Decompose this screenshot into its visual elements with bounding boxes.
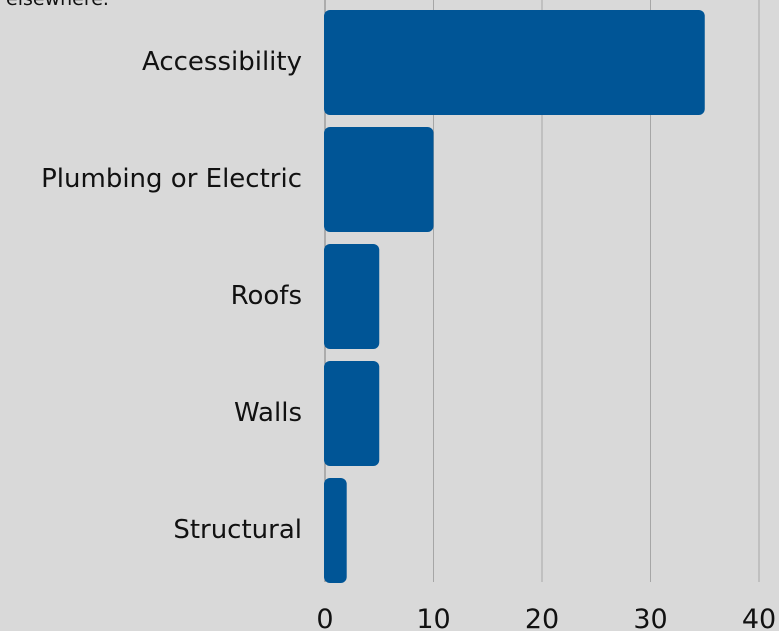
x-tick-label: 0 xyxy=(316,604,333,631)
x-tick-label: 30 xyxy=(633,604,667,631)
category-label: Structural xyxy=(173,515,302,545)
x-tick-label: 40 xyxy=(742,604,776,631)
category-label: Plumbing or Electric xyxy=(41,164,302,194)
category-labels: Accessibility Plumbing or Electric Roofs Wa… xyxy=(41,47,302,545)
clipped-caption-text: elsewhere. xyxy=(6,0,109,10)
bars-group xyxy=(324,10,705,583)
bar-structural xyxy=(324,478,347,583)
bar-accessibility xyxy=(324,10,705,115)
category-label: Roofs xyxy=(231,281,302,311)
x-tick-label: 10 xyxy=(416,604,450,631)
x-tick-label: 20 xyxy=(525,604,559,631)
category-label: Walls xyxy=(234,398,302,428)
bar-roofs xyxy=(324,244,380,349)
x-tick-labels: 0 10 20 30 40 xyxy=(316,604,776,631)
bar-walls xyxy=(324,361,380,466)
category-label: Accessibility xyxy=(142,47,302,77)
bar-plumbing-or-electric xyxy=(324,127,434,232)
